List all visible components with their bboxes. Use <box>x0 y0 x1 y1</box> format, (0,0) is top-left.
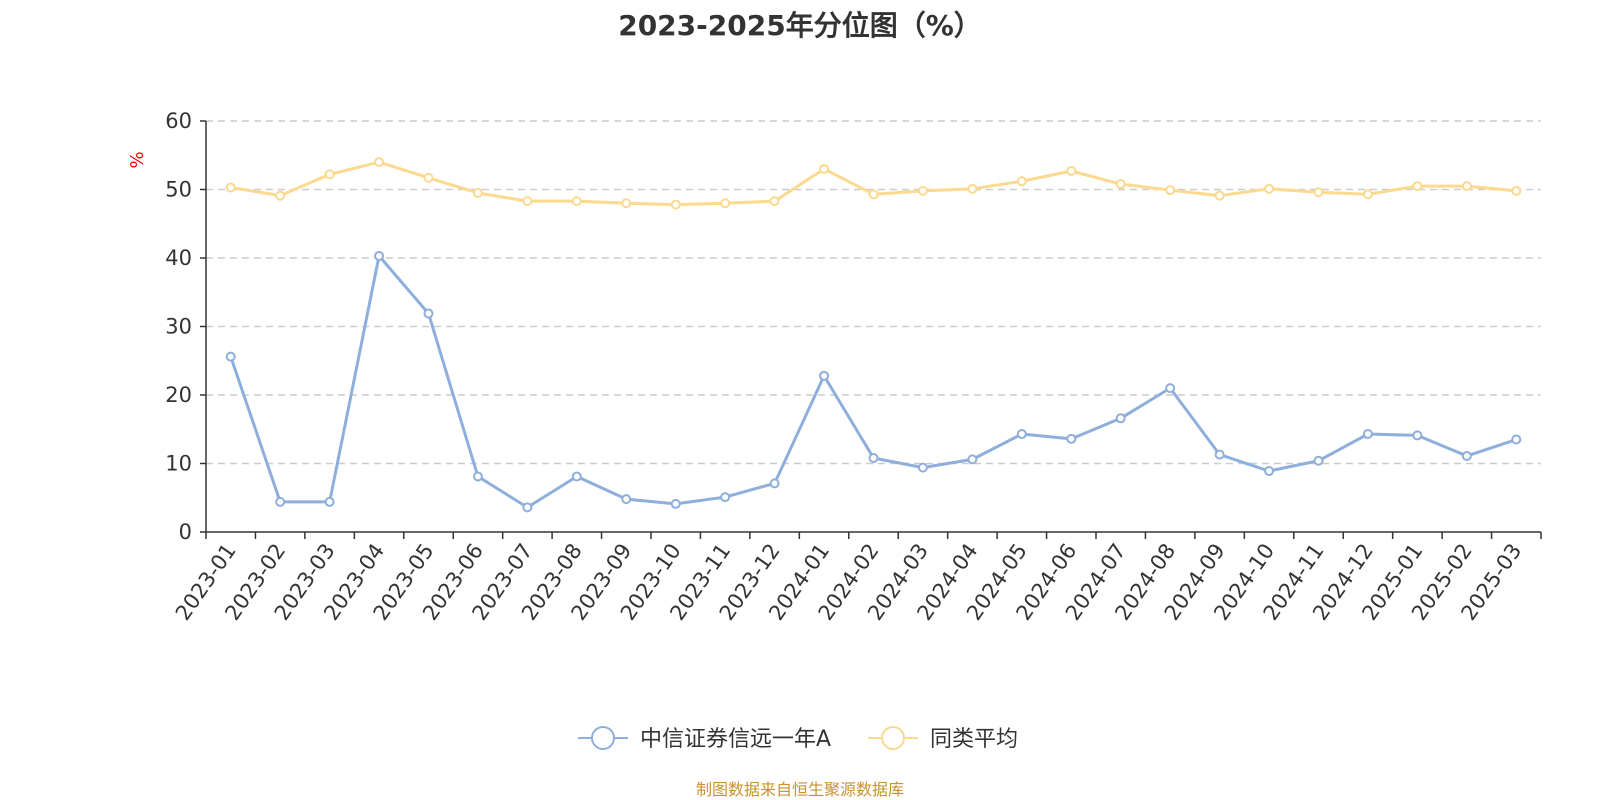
y-tick-label: 10 <box>165 452 192 476</box>
source-note: 制图数据来自恒生聚源数据库 <box>695 780 904 799</box>
data-point <box>1214 190 1225 201</box>
data-point <box>621 494 632 505</box>
data-point <box>1313 455 1324 466</box>
series-1 <box>225 157 1522 210</box>
data-point <box>967 454 978 465</box>
series-0 <box>225 250 1522 513</box>
data-point <box>1412 430 1423 441</box>
legend-label: 同类平均 <box>930 727 1018 752</box>
data-point <box>1115 179 1126 190</box>
data-point <box>423 308 434 319</box>
data-point <box>522 502 533 513</box>
data-point <box>1264 183 1275 194</box>
legend: 中信证券信远一年A 同类平均 <box>578 726 1018 752</box>
y-tick-label: 30 <box>165 315 192 339</box>
data-point <box>1264 466 1275 477</box>
data-point <box>1165 185 1176 196</box>
data-point <box>621 198 632 209</box>
data-point <box>1511 185 1522 196</box>
data-point <box>1313 187 1324 198</box>
data-point <box>1016 176 1027 187</box>
data-point <box>275 190 286 201</box>
data-point <box>1461 181 1472 192</box>
data-point <box>1115 413 1126 424</box>
data-point <box>1362 429 1373 440</box>
data-point <box>868 189 879 200</box>
series-line <box>229 254 1517 509</box>
data-point <box>472 471 483 482</box>
data-point <box>1066 166 1077 177</box>
data-point <box>1066 433 1077 444</box>
data-point <box>472 187 483 198</box>
data-point <box>670 498 681 509</box>
data-point <box>917 462 928 473</box>
y-tick-label: 20 <box>165 383 192 407</box>
data-point <box>1461 450 1472 461</box>
data-point <box>374 157 385 168</box>
data-point <box>720 198 731 209</box>
data-point <box>423 172 434 183</box>
data-point <box>571 196 582 207</box>
y-tick-label: 50 <box>165 178 192 202</box>
data-point <box>720 492 731 503</box>
data-point <box>769 196 780 207</box>
data-point <box>1362 189 1373 200</box>
data-point <box>917 185 928 196</box>
data-point <box>522 196 533 207</box>
data-point <box>324 169 335 180</box>
data-point <box>225 351 236 362</box>
axes: 01020304050602023-012023-022023-032023-0… <box>165 109 1542 625</box>
y-tick-label: 0 <box>179 520 192 544</box>
y-tick-label: 40 <box>165 246 192 270</box>
series-lines <box>225 157 1522 513</box>
y-axis-label: % <box>127 151 148 168</box>
data-point <box>967 183 978 194</box>
data-point <box>1511 434 1522 445</box>
data-point <box>571 471 582 482</box>
chart-title: 2023-2025年分位图（%） <box>618 9 982 42</box>
data-point <box>868 453 879 464</box>
data-point <box>225 182 236 193</box>
data-point <box>819 370 830 381</box>
legend-marker <box>591 726 615 750</box>
data-point <box>324 496 335 507</box>
legend-marker <box>881 726 905 750</box>
data-point <box>1214 449 1225 460</box>
data-point <box>819 163 830 174</box>
legend-item-0[interactable]: 中信证券信远一年A <box>578 726 831 752</box>
data-point <box>1165 383 1176 394</box>
data-point <box>1412 181 1423 192</box>
data-point <box>275 496 286 507</box>
legend-item-1[interactable]: 同类平均 <box>868 726 1018 752</box>
legend-label: 中信证券信远一年A <box>640 727 831 752</box>
data-point <box>374 250 385 261</box>
grid-lines <box>206 120 1541 465</box>
y-tick-label: 60 <box>165 109 192 133</box>
data-point <box>670 199 681 210</box>
data-point <box>1016 429 1027 440</box>
data-point <box>769 478 780 489</box>
